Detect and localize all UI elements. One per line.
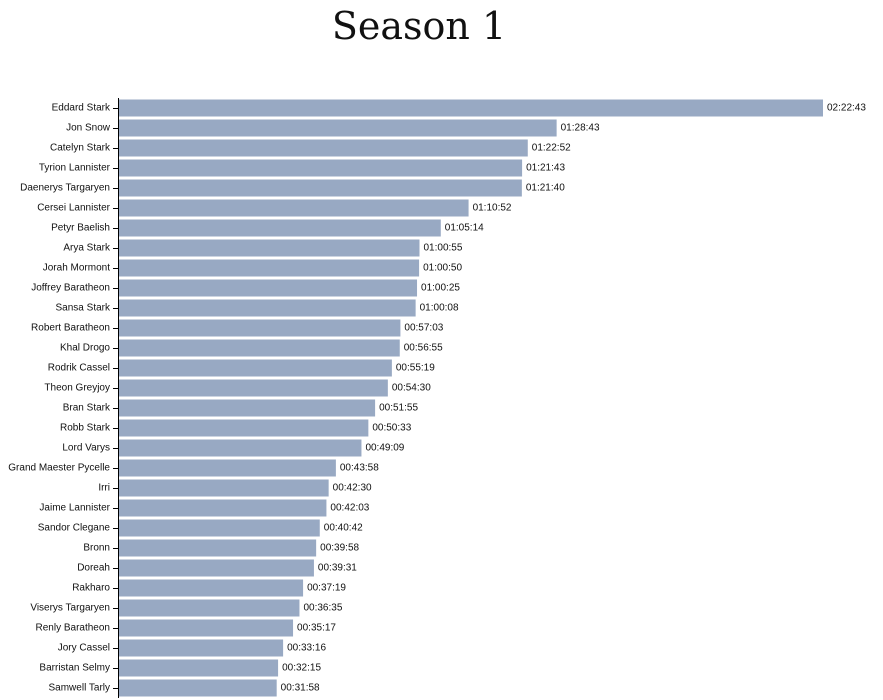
y-tick-label: Jaime Lannister xyxy=(39,503,110,514)
y-tick-label: Rakharo xyxy=(72,583,110,594)
y-tick-label: Bran Stark xyxy=(63,403,111,414)
bar xyxy=(119,459,336,477)
y-tick-label: Viserys Targaryen xyxy=(30,603,110,614)
bar xyxy=(119,399,376,417)
bar-value-label: 01:21:40 xyxy=(526,183,565,194)
y-tick-label: Renly Baratheon xyxy=(36,623,111,634)
bar-value-label: 00:31:58 xyxy=(281,683,320,694)
bar xyxy=(119,479,329,497)
bar xyxy=(119,139,528,157)
bar-value-label: 00:32:15 xyxy=(282,663,321,674)
y-axis: Eddard Stark Jon Snow Catelyn Stark Tyrion … xyxy=(8,98,119,698)
bar xyxy=(119,559,314,577)
bar-value-label: 00:43:58 xyxy=(340,463,379,474)
bar xyxy=(119,179,522,197)
bar xyxy=(119,579,304,597)
bar xyxy=(119,279,418,297)
bar-value-label: 00:57:03 xyxy=(404,323,443,334)
bar-value-label: 00:37:19 xyxy=(307,583,346,594)
bar-value-label: 01:00:25 xyxy=(421,283,460,294)
bar-value-label: 00:55:19 xyxy=(396,363,435,374)
bar xyxy=(119,259,420,277)
bar-value-label: 00:39:58 xyxy=(320,543,359,554)
bar xyxy=(119,499,327,517)
bar xyxy=(119,379,388,397)
y-tick-label: Sansa Stark xyxy=(56,303,111,314)
bar xyxy=(119,119,557,137)
y-tick-label: Irri xyxy=(98,483,110,494)
y-tick-label: Tyrion Lannister xyxy=(39,163,111,174)
bar xyxy=(119,339,400,357)
bar xyxy=(119,159,523,177)
y-tick-label: Rodrik Cassel xyxy=(48,363,110,374)
y-tick-label: Catelyn Stark xyxy=(50,143,111,154)
y-tick-label: Khal Drogo xyxy=(60,343,110,354)
chart-title: Season 1 xyxy=(331,4,507,48)
bar-value-label: 02:22:43 xyxy=(827,103,866,114)
bar xyxy=(119,359,392,377)
bar-value-label: 00:42:30 xyxy=(333,483,372,494)
bar xyxy=(119,439,362,457)
y-tick-label: Sandor Clegane xyxy=(38,523,111,534)
bar-value-label: 01:00:08 xyxy=(420,303,459,314)
bar xyxy=(119,679,277,697)
bar-value-label: 00:39:31 xyxy=(318,563,357,574)
y-tick-label: Jon Snow xyxy=(66,123,111,134)
y-tick-label: Eddard Stark xyxy=(52,103,111,114)
bar xyxy=(119,539,317,557)
bar-value-label: 00:36:35 xyxy=(303,603,342,614)
bar xyxy=(119,599,300,617)
bar-value-label: 00:51:55 xyxy=(379,403,418,414)
bar-value-label: 01:05:14 xyxy=(445,223,484,234)
y-tick-label: Robb Stark xyxy=(60,423,111,434)
bar xyxy=(119,619,294,637)
bar-value-label: 01:22:52 xyxy=(532,143,571,154)
bar xyxy=(119,419,369,437)
bar-value-label: 00:42:03 xyxy=(330,503,369,514)
bar xyxy=(119,659,279,677)
bar xyxy=(119,219,441,237)
y-tick-label: Lord Varys xyxy=(62,443,110,454)
bar xyxy=(119,299,416,317)
y-tick-label: Jorah Mormont xyxy=(43,263,110,274)
y-tick-label: Samwell Tarly xyxy=(49,683,111,694)
bar-value-label: 01:28:43 xyxy=(561,123,600,134)
bar-value-label: 00:49:09 xyxy=(365,443,404,454)
bar-value-label: 00:50:33 xyxy=(372,423,411,434)
y-tick-label: Robert Baratheon xyxy=(31,323,110,334)
bar xyxy=(119,239,420,257)
bar-value-label: 00:33:16 xyxy=(287,643,326,654)
bar-value-label: 01:00:55 xyxy=(423,243,462,254)
bar xyxy=(119,519,320,537)
bar-value-label: 01:00:50 xyxy=(423,263,462,274)
y-tick-label: Daenerys Targaryen xyxy=(20,183,110,194)
bar-value-label: 01:21:43 xyxy=(526,163,565,174)
y-tick-label: Doreah xyxy=(77,563,110,574)
y-tick-label: Grand Maester Pycelle xyxy=(8,463,110,474)
bar xyxy=(119,639,284,657)
bar-value-label: 00:40:42 xyxy=(324,523,363,534)
bar xyxy=(119,319,401,337)
y-tick-label: Bronn xyxy=(83,543,110,554)
bar xyxy=(119,99,823,117)
y-tick-label: Jory Cassel xyxy=(58,643,110,654)
y-tick-label: Arya Stark xyxy=(63,243,111,254)
bar-value-label: 01:10:52 xyxy=(473,203,512,214)
bar-value-label: 00:56:55 xyxy=(404,343,443,354)
bars-layer: 02:22:43 01:28:43 01:22:52 01:21:43 01:21:40… xyxy=(119,99,866,697)
y-tick-label: Barristan Selmy xyxy=(39,663,110,674)
y-tick-label: Petyr Baelish xyxy=(51,223,110,234)
bar-value-label: 00:54:30 xyxy=(392,383,431,394)
y-tick-label: Cersei Lannister xyxy=(37,203,110,214)
y-tick-label: Theon Greyjoy xyxy=(44,383,110,394)
y-tick-label: Joffrey Baratheon xyxy=(31,283,110,294)
bar xyxy=(119,199,469,217)
bar-value-label: 00:35:17 xyxy=(297,623,336,634)
